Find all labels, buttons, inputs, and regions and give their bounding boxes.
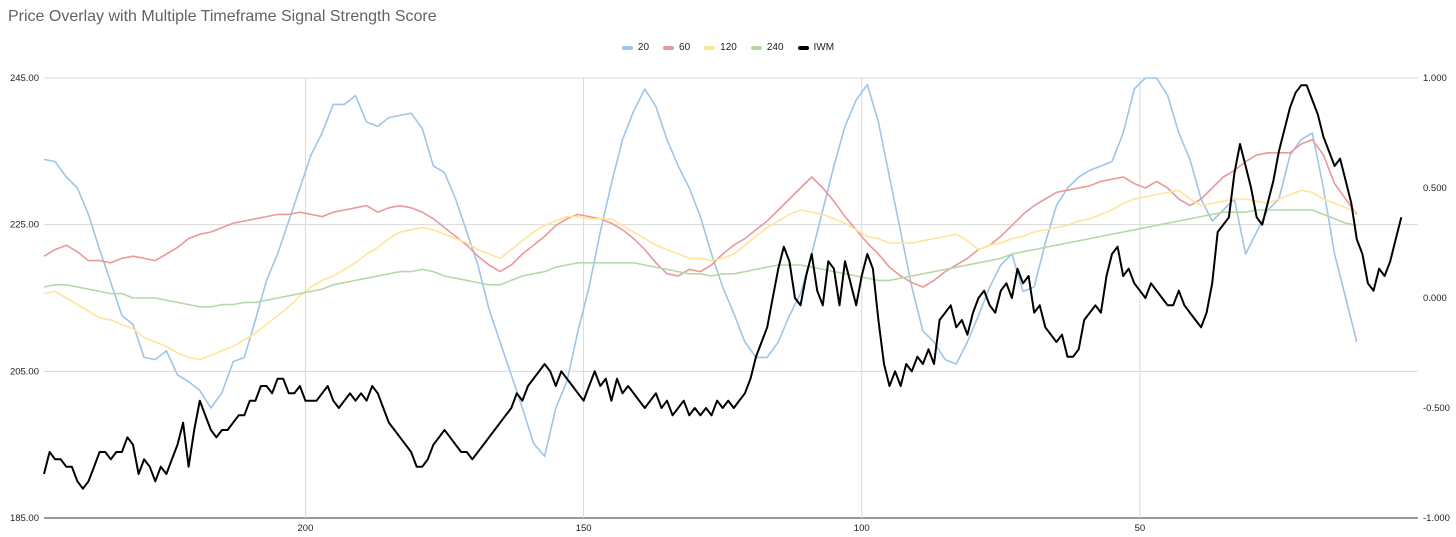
legend-label: 120 [720, 42, 737, 53]
legend-item-60: 60 [663, 42, 690, 53]
x-tick-label: 200 [298, 523, 314, 534]
legend-label: 240 [766, 42, 784, 53]
y-right-tick-label: 0.000 [1423, 293, 1447, 304]
series-line-120 [43, 189, 1358, 361]
legend-item-20: 20 [621, 42, 650, 53]
series-line-60 [43, 138, 1358, 288]
legend-label: IWM [813, 42, 835, 53]
legend-item-120: 120 [704, 42, 737, 53]
legend-label: 20 [637, 42, 650, 53]
y-right-tick-label: 1.000 [1423, 73, 1447, 84]
series-line-20 [43, 77, 1358, 458]
x-tick-label: 100 [854, 523, 870, 534]
y-left-tick-label: 225.00 [10, 220, 39, 231]
legend-label: 60 [679, 42, 691, 53]
x-tick-label: 150 [576, 523, 592, 534]
y-left-tick-label: 205.00 [10, 366, 39, 377]
chart-legend: 20 60 120 240 IWM [0, 42, 1456, 53]
x-tick-label: 50 [1135, 523, 1146, 534]
legend-swatch [663, 45, 675, 50]
series-line-iwm [43, 84, 1403, 490]
legend-swatch [797, 45, 809, 50]
series-line-240 [43, 209, 1357, 308]
y-right-tick-label: 0.500 [1423, 183, 1447, 194]
y-right-tick-label: -0.500 [1423, 403, 1450, 414]
legend-item-iwm: IWM [797, 42, 835, 53]
legend-swatch [621, 45, 633, 50]
legend-swatch [704, 45, 716, 50]
legend-item-240: 240 [750, 42, 784, 53]
y-left-tick-label: 185.00 [10, 513, 39, 524]
y-left-tick-label: 245.00 [10, 73, 39, 84]
y-right-tick-label: -1.000 [1423, 513, 1450, 524]
legend-swatch [750, 45, 762, 50]
chart-title: Price Overlay with Multiple Timeframe Si… [8, 8, 437, 25]
